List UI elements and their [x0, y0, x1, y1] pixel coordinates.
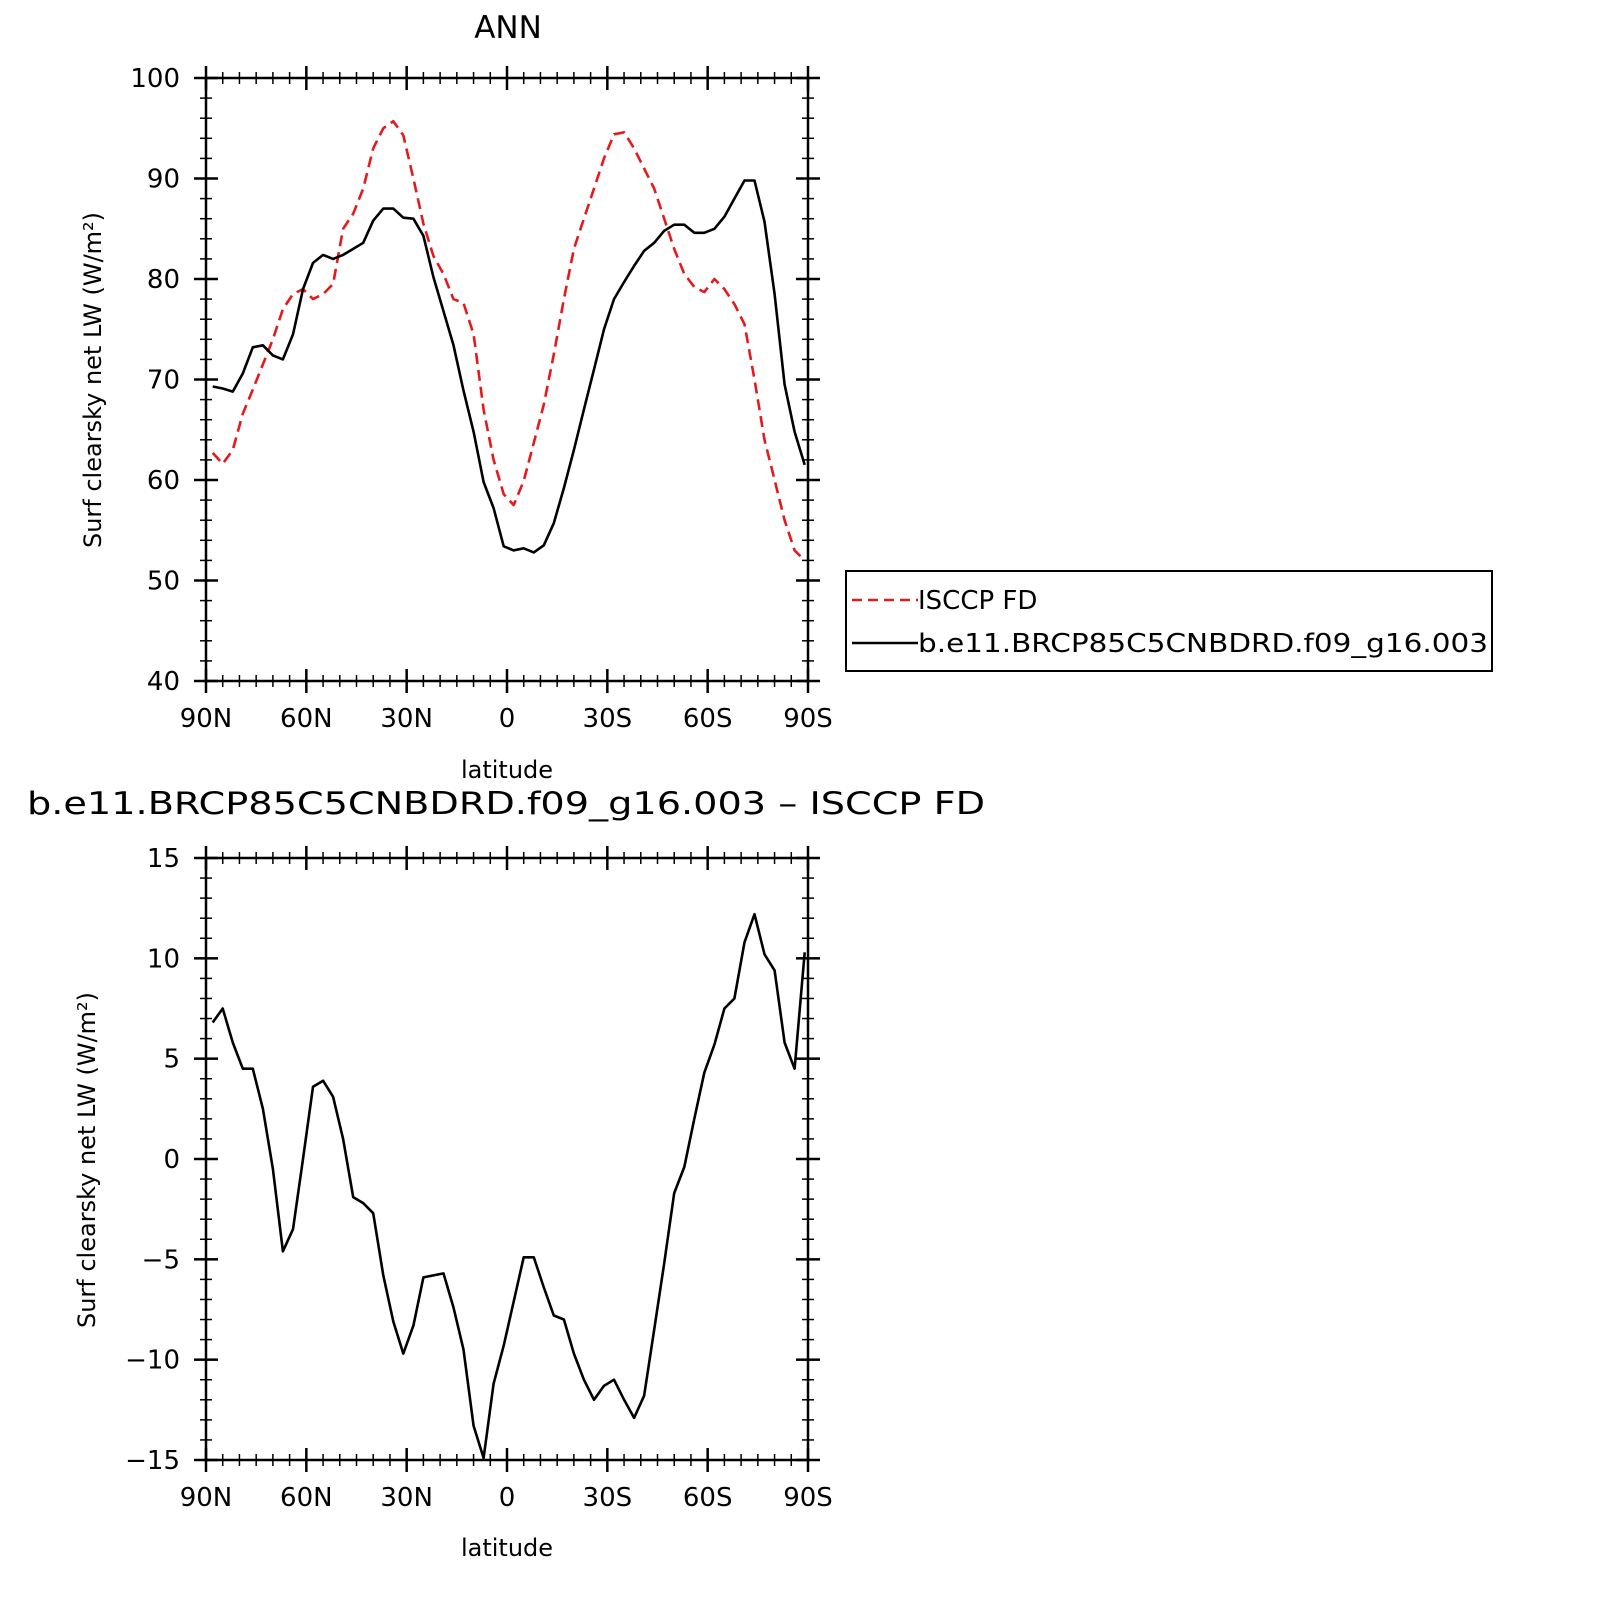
top-panel: ANN 90N 60N 30N 0 30S 60S 90S 405060708090100 … [79, 10, 1493, 784]
y-tick-label: 90 [147, 165, 180, 195]
y-tick-label: 80 [147, 265, 180, 295]
series-line-0-0 [211, 119, 806, 562]
bottom-ticks [194, 846, 820, 1472]
top-plot-frame [204, 76, 810, 683]
x-tick-label: 90S [783, 1483, 833, 1513]
y-tick-label: 100 [130, 64, 180, 94]
top-chart-title: ANN [474, 10, 542, 46]
top-series-lines [211, 119, 806, 562]
y-tick-label: 40 [147, 667, 180, 697]
x-tick-label: 60N [280, 704, 333, 734]
x-tick-label: 30S [583, 704, 633, 734]
legend-box [845, 570, 1493, 672]
x-tick-label: 0 [499, 1483, 516, 1513]
bottom-plot-frame [204, 856, 810, 1462]
x-tick-label: 90S [783, 704, 833, 734]
bottom-y-axis-label: Surf clearsky net LW (W/m²) [73, 992, 101, 1328]
y-tick-label: 0 [163, 1145, 180, 1175]
x-tick-label: 90N [180, 704, 233, 734]
y-tick-label: 15 [147, 844, 180, 874]
bottom-x-tick-labels: 90N 60N 30N 0 30S 60S 90S [180, 1483, 833, 1513]
x-tick-label: 60S [683, 1483, 733, 1513]
top-x-axis-label: latitude [461, 756, 553, 784]
top-ticks [194, 66, 820, 693]
y-tick-label: 10 [147, 944, 180, 974]
x-tick-label: 30S [583, 1483, 633, 1513]
y-tick-label: −15 [125, 1446, 180, 1476]
x-tick-label: 30N [380, 704, 433, 734]
top-y-tick-labels: 40 50 60 70 80 90 100 [130, 64, 180, 697]
series-line-0-1 [212, 179, 806, 554]
bottom-panel: b.e11.BRCP85C5CNBDRD.f09_g16.003 – ISCCP… [27, 786, 985, 1562]
x-tick-label: 0 [499, 704, 516, 734]
x-tick-label: 90N [180, 1483, 233, 1513]
y-tick-label: 60 [147, 466, 180, 496]
bottom-chart-title: b.e11.BRCP85C5CNBDRD.f09_g16.003 – ISCCP… [27, 786, 985, 822]
series-line-1-0 [211, 912, 806, 1460]
top-x-tick-labels: 90N 60N 30N 0 30S 60S 90S [180, 704, 833, 734]
x-tick-label: 60N [280, 1483, 333, 1513]
y-tick-label: 50 [147, 567, 180, 597]
top-y-axis-label: Surf clearsky net LW (W/m²) [79, 212, 107, 548]
y-tick-label: −10 [125, 1346, 180, 1376]
legend-label-isccp: ISCCP FD [918, 586, 1037, 616]
bottom-x-axis-label: latitude [461, 1534, 553, 1562]
bottom-y-tick-labels: −15 −10 −5 0 5 10 15 [125, 844, 180, 1476]
bottom-series-lines [211, 912, 806, 1460]
legend-label-model: b.e11.BRCP85C5CNBDRD.f09_g16.003 [918, 629, 1488, 659]
y-tick-label: −5 [142, 1245, 180, 1275]
x-tick-label: 30N [380, 1483, 433, 1513]
x-tick-label: 60S [683, 704, 733, 734]
y-tick-label: 5 [163, 1045, 180, 1075]
legend: ISCCP FD b.e11.BRCP85C5CNBDRD.f09_g16.00… [845, 570, 1493, 672]
y-tick-label: 70 [147, 366, 180, 396]
